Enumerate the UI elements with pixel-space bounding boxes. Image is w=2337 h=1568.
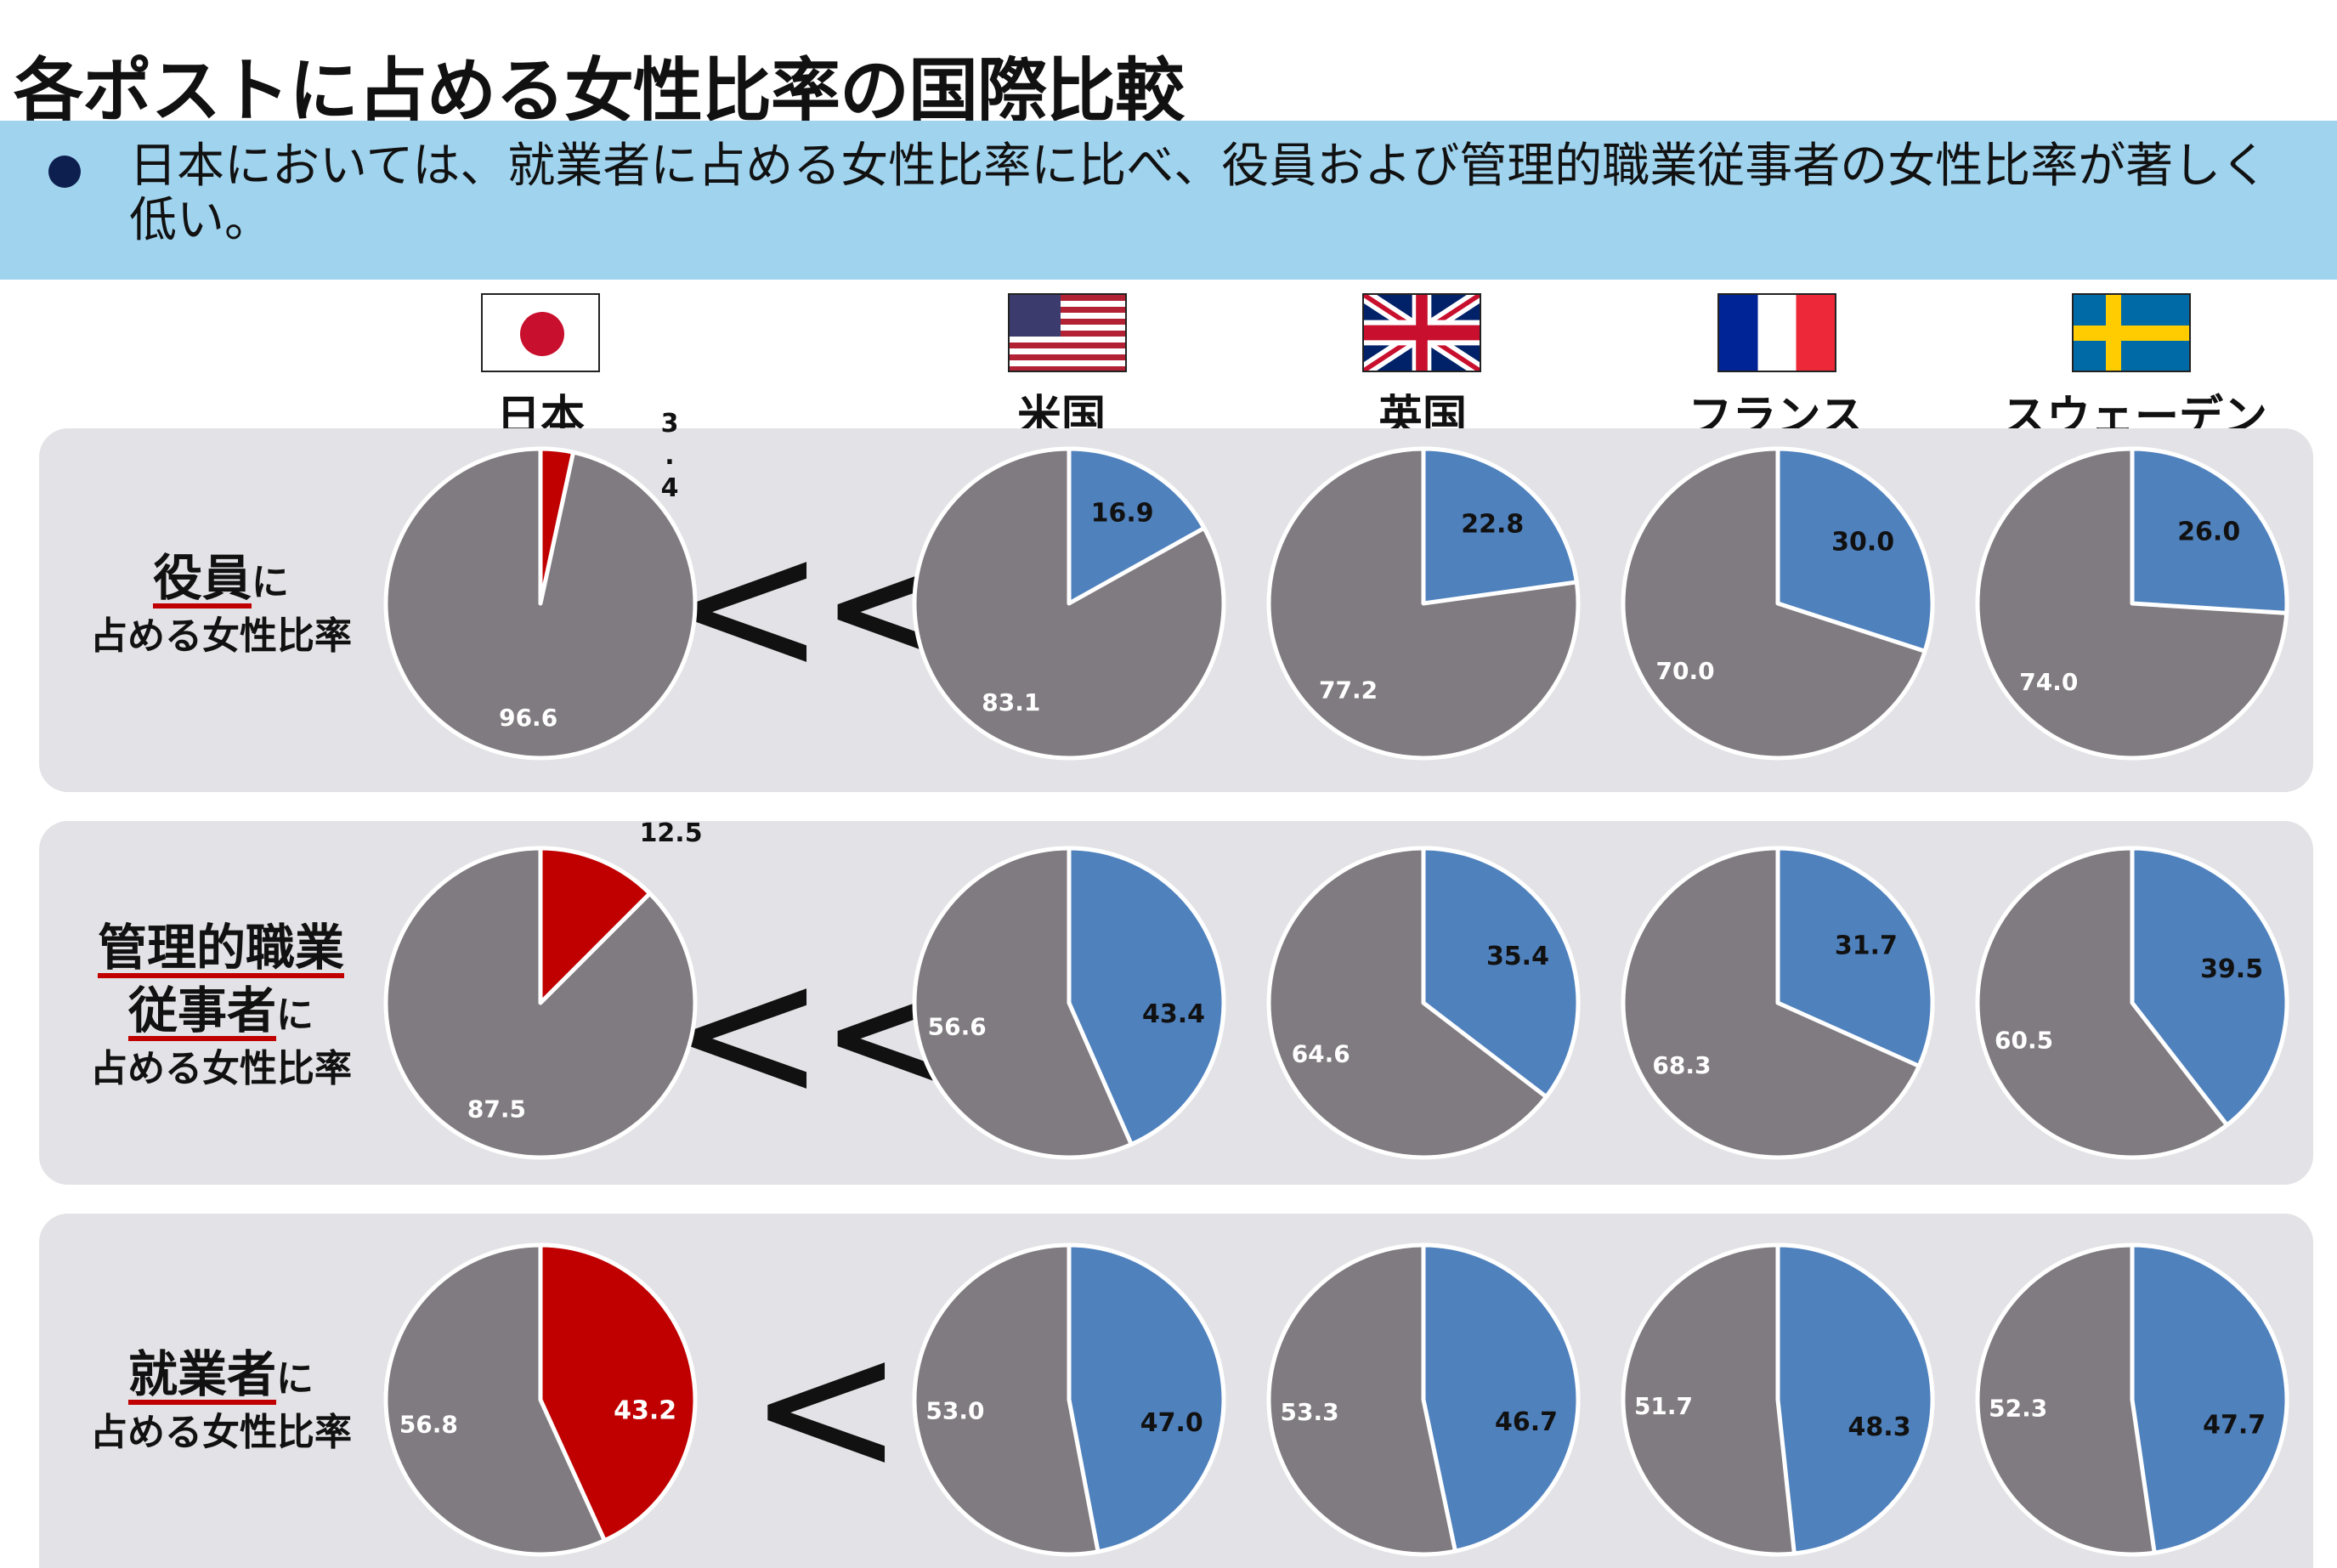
row-label-sub: 占める女性比率 (90, 1411, 352, 1454)
pie-workers-us: 47.0 53.0 (912, 1243, 1226, 1557)
pie-slice-female (1775, 446, 1935, 654)
pie-label-male: 52.3 (1989, 1395, 2047, 1423)
pie-slice-female (1775, 846, 1935, 1068)
pie-label-female: 43.2 (614, 1395, 676, 1425)
pie-label-female: 43.4 (1142, 999, 1205, 1029)
pie-slice-female (1421, 1243, 1581, 1554)
summary-banner: 日本においては、就業者に占める女性比率に比べ、役員および管理的職業従事者の女性比… (0, 121, 2337, 280)
pie-label-female: 46.7 (1495, 1407, 1558, 1437)
pie-executives-france: 30.0 70.0 (1621, 446, 1935, 761)
pie-label-male: 70.0 (1655, 657, 1714, 685)
pie-executives-us: 16.9 83.1 (912, 446, 1226, 761)
pie-managers-us: 43.4 56.6 (912, 846, 1226, 1160)
pie-slice-female (538, 846, 653, 1005)
pie-label-male: 60.5 (1995, 1027, 2053, 1055)
page-title: 各ポストに占める女性比率の国際比較 (14, 51, 1185, 132)
row-label-suffix: に (276, 1357, 314, 1401)
pie-label-female: 35.4 (1486, 942, 1549, 971)
pie-label-female: 22.8 (1461, 510, 1524, 540)
pie-label-male: 56.8 (399, 1411, 458, 1439)
pie-label-female: 26.0 (2177, 517, 2240, 546)
pie-slice-female (1421, 846, 1581, 1100)
pie-label-male: 68.3 (1652, 1051, 1711, 1079)
sweden-flag-icon (2072, 293, 2191, 372)
pie-executives-uk: 22.8 77.2 (1266, 446, 1581, 761)
pie-label-male: 74.0 (2019, 668, 2078, 696)
row-label-suffix: に (276, 993, 314, 1037)
pie-label-female: 31.7 (1835, 931, 1898, 961)
row-label-main-1: 管理的職業 (97, 919, 344, 976)
pie-label-male: 53.3 (1280, 1398, 1338, 1426)
bullet-icon (48, 156, 81, 188)
pie-managers-uk: 35.4 64.6 (1266, 846, 1581, 1160)
row-label-sub: 占める女性比率 (90, 1047, 352, 1090)
pie-label-female: 39.5 (2200, 954, 2263, 984)
pie-managers-france: 31.7 68.3 (1621, 846, 1935, 1160)
pie-slice-female (2130, 1243, 2289, 1555)
pie-slice-female (1421, 446, 1579, 606)
row-label-main: 就業者 (127, 1345, 276, 1403)
pie-label-male: 83.1 (982, 688, 1040, 716)
pie-workers-japan: 43.2 56.8 (383, 1243, 698, 1557)
pie-label-male: 87.5 (467, 1095, 526, 1123)
pie-label-female: 47.7 (2203, 1411, 2266, 1441)
pie-label-female: 47.0 (1140, 1408, 1203, 1438)
france-flag-icon (1717, 293, 1836, 372)
pie-slice-female (2130, 846, 2289, 1128)
pie-label-female: 3.4 (661, 409, 679, 503)
uk-flag-icon (1362, 293, 1481, 372)
pie-slice-female (1067, 846, 1226, 1147)
pie-label-male: 96.6 (499, 704, 557, 732)
summary-text: 日本においては、就業者に占める女性比率に比べ、役員および管理的職業従事者の女性比… (129, 139, 2269, 248)
row-label-managers: 管理的職業 従事者に 占める女性比率 (81, 916, 361, 1096)
pie-label-male: 64.6 (1292, 1040, 1350, 1068)
comparison-sign-workers: < (748, 1298, 904, 1515)
pie-workers-uk: 46.7 53.3 (1266, 1243, 1581, 1557)
japan-flag-icon (481, 293, 600, 372)
row-label-workers: 就業者に 占める女性比率 (81, 1343, 361, 1460)
row-label-main: 役員 (152, 549, 252, 607)
pie-label-male: 51.7 (1634, 1392, 1693, 1420)
row-label-main-2: 従事者 (127, 982, 276, 1039)
pie-slice-female (1067, 1243, 1226, 1554)
pie-label-male: 77.2 (1319, 676, 1378, 705)
pie-executives-sweden: 26.0 74.0 (1975, 446, 2289, 761)
pie-slice-female (538, 446, 576, 606)
row-label-suffix: に (252, 561, 289, 604)
pie-slice-female (538, 1243, 698, 1543)
row-label-executives: 役員に 占める女性比率 (81, 546, 361, 664)
pie-label-male: 53.0 (925, 1397, 984, 1425)
pie-label-female: 48.3 (1848, 1412, 1911, 1442)
pie-label-male: 56.6 (928, 1013, 987, 1041)
pie-slice-female (1067, 446, 1207, 606)
row-label-sub: 占める女性比率 (90, 614, 352, 658)
us-flag-icon (1008, 293, 1127, 372)
pie-slice-female (1775, 1243, 1935, 1556)
pie-workers-france: 48.3 51.7 (1621, 1243, 1935, 1557)
pie-slice-female (2130, 446, 2289, 615)
pie-executives-japan: 3. 4 96.6 (383, 409, 698, 761)
pie-managers-sweden: 39.5 60.5 (1975, 846, 2289, 1160)
pie-label-female: 12.5 (640, 818, 703, 848)
pie-label-female: 16.9 (1091, 498, 1154, 528)
pie-label-female: 30.0 (1831, 527, 1894, 557)
pie-managers-japan: 12.5 87.5 (383, 818, 703, 1160)
pie-workers-sweden: 47.7 52.3 (1975, 1243, 2289, 1557)
